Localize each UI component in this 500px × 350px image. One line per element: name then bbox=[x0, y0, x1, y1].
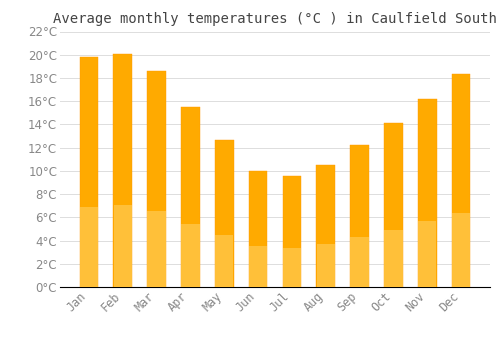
Bar bbox=[182, 224, 200, 287]
Bar bbox=[316, 165, 335, 287]
Bar bbox=[114, 54, 132, 287]
Bar bbox=[384, 230, 402, 287]
Bar bbox=[80, 57, 98, 287]
Bar bbox=[384, 123, 403, 287]
Title: Average monthly temperatures (°C ) in Caulfield South: Average monthly temperatures (°C ) in Ca… bbox=[53, 12, 497, 26]
Bar bbox=[181, 107, 200, 287]
Bar bbox=[147, 71, 166, 287]
Bar bbox=[249, 171, 268, 287]
Bar bbox=[350, 145, 369, 287]
Bar bbox=[418, 99, 436, 287]
Bar bbox=[350, 237, 368, 287]
Bar bbox=[283, 248, 301, 287]
Bar bbox=[80, 206, 98, 287]
Bar bbox=[418, 221, 436, 287]
Bar bbox=[249, 246, 267, 287]
Bar bbox=[215, 236, 234, 287]
Bar bbox=[215, 140, 234, 287]
Bar bbox=[316, 244, 335, 287]
Bar bbox=[114, 205, 132, 287]
Bar bbox=[452, 75, 470, 287]
Bar bbox=[282, 175, 301, 287]
Bar bbox=[452, 212, 470, 287]
Bar bbox=[148, 211, 166, 287]
